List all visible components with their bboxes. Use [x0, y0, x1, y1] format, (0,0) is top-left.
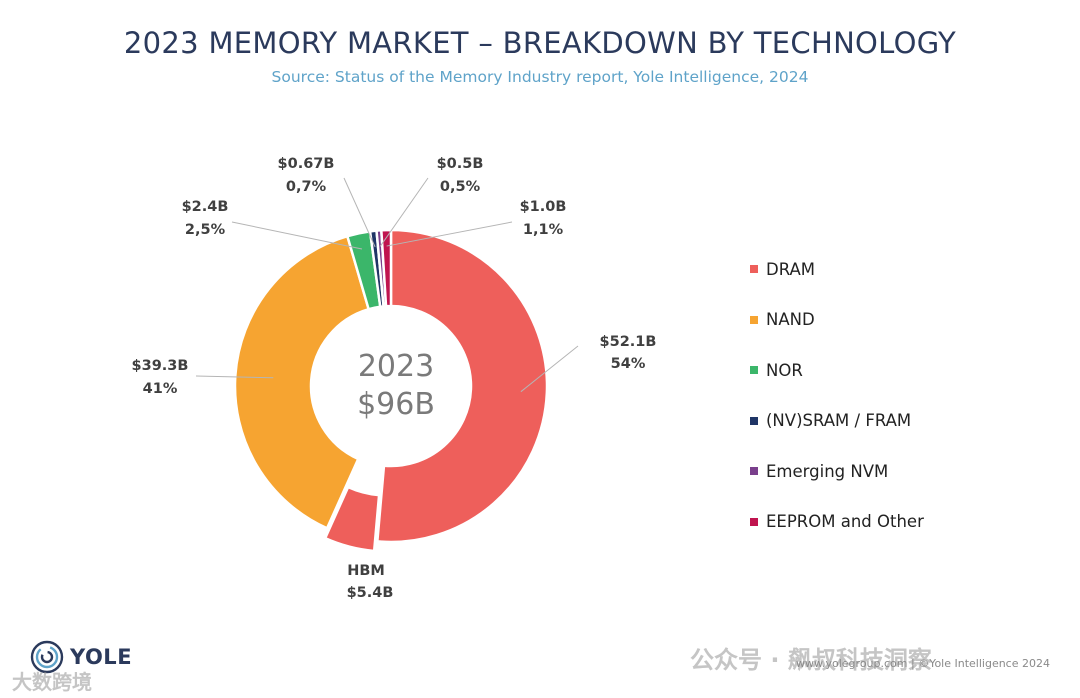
page-subtitle: Source: Status of the Memory Industry re…: [271, 68, 809, 86]
label-sram-percent: 0,7%: [286, 179, 327, 195]
legend-swatch: [750, 467, 758, 476]
label-emerging-percent: 0,5%: [440, 179, 481, 195]
label-nand-percent: 41%: [143, 381, 178, 397]
legend-swatch: [750, 416, 758, 425]
leader-line: [195, 375, 274, 379]
legend-label: EEPROM and Other: [766, 512, 924, 532]
yole-logo: YOLE: [30, 640, 132, 674]
legend-label: Emerging NVM: [766, 461, 889, 481]
slice-dram: [375, 228, 549, 544]
leader-line: [231, 221, 363, 250]
logo-text: YOLE: [70, 645, 133, 669]
legend-item-nand: NAND: [750, 295, 924, 346]
label-dram-percent: 54%: [611, 356, 646, 372]
footer-credit: www.yolegroup.com | ©Yole Intelligence 2…: [796, 657, 1050, 670]
label-dram-value: $52.1B: [600, 334, 657, 350]
center-total: $96B: [357, 387, 435, 422]
legend-item-dram: DRAM: [750, 244, 924, 295]
label-nor-percent: 2,5%: [185, 222, 226, 238]
label-hbm-value: $5.4B: [347, 585, 394, 601]
yole-spiral-icon: [30, 640, 64, 674]
watermark-bottom: 大数跨境: [12, 670, 92, 694]
label-eeprom-value: $1.0B: [520, 199, 567, 215]
legend-item-nor: NOR: [750, 345, 924, 396]
center-year: 2023: [358, 349, 434, 384]
leader-line: [386, 221, 513, 247]
chart-legend: DRAM NAND NOR (NV)SRAM / FRAM Emerging N…: [750, 244, 924, 547]
legend-item-emerging-nvm: Emerging NVM: [750, 446, 924, 497]
leader-line: [520, 345, 579, 393]
slice-nand: [233, 234, 371, 530]
label-eeprom-percent: 1,1%: [523, 222, 564, 238]
watermark: 公众号 · 飙叔科技洞察: [690, 646, 932, 674]
leader-line: [379, 177, 429, 247]
legend-swatch: [750, 517, 758, 526]
legend-swatch: [750, 366, 758, 375]
leader-line: [343, 177, 376, 248]
legend-label: (NV)SRAM / FRAM: [766, 411, 912, 431]
legend-swatch: [750, 315, 758, 324]
legend-item-sram: (NV)SRAM / FRAM: [750, 396, 924, 447]
slice-eeprom-and-other: [380, 228, 393, 308]
label-nor-value: $2.4B: [182, 199, 229, 215]
legend-label: NAND: [766, 310, 815, 330]
label-sram-value: $0.67B: [278, 156, 335, 172]
legend-label: DRAM: [766, 259, 816, 279]
legend-swatch: [750, 265, 758, 274]
label-hbm-name: HBM: [347, 563, 385, 579]
label-emerging-value: $0.5B: [437, 156, 484, 172]
page-title: 2023 MEMORY MARKET – BREAKDOWN BY TECHNO…: [123, 26, 957, 60]
legend-item-eeprom: EEPROM and Other: [750, 497, 924, 548]
legend-label: NOR: [766, 360, 803, 380]
slice-hbm: [323, 485, 381, 553]
label-nand-value: $39.3B: [132, 358, 189, 374]
